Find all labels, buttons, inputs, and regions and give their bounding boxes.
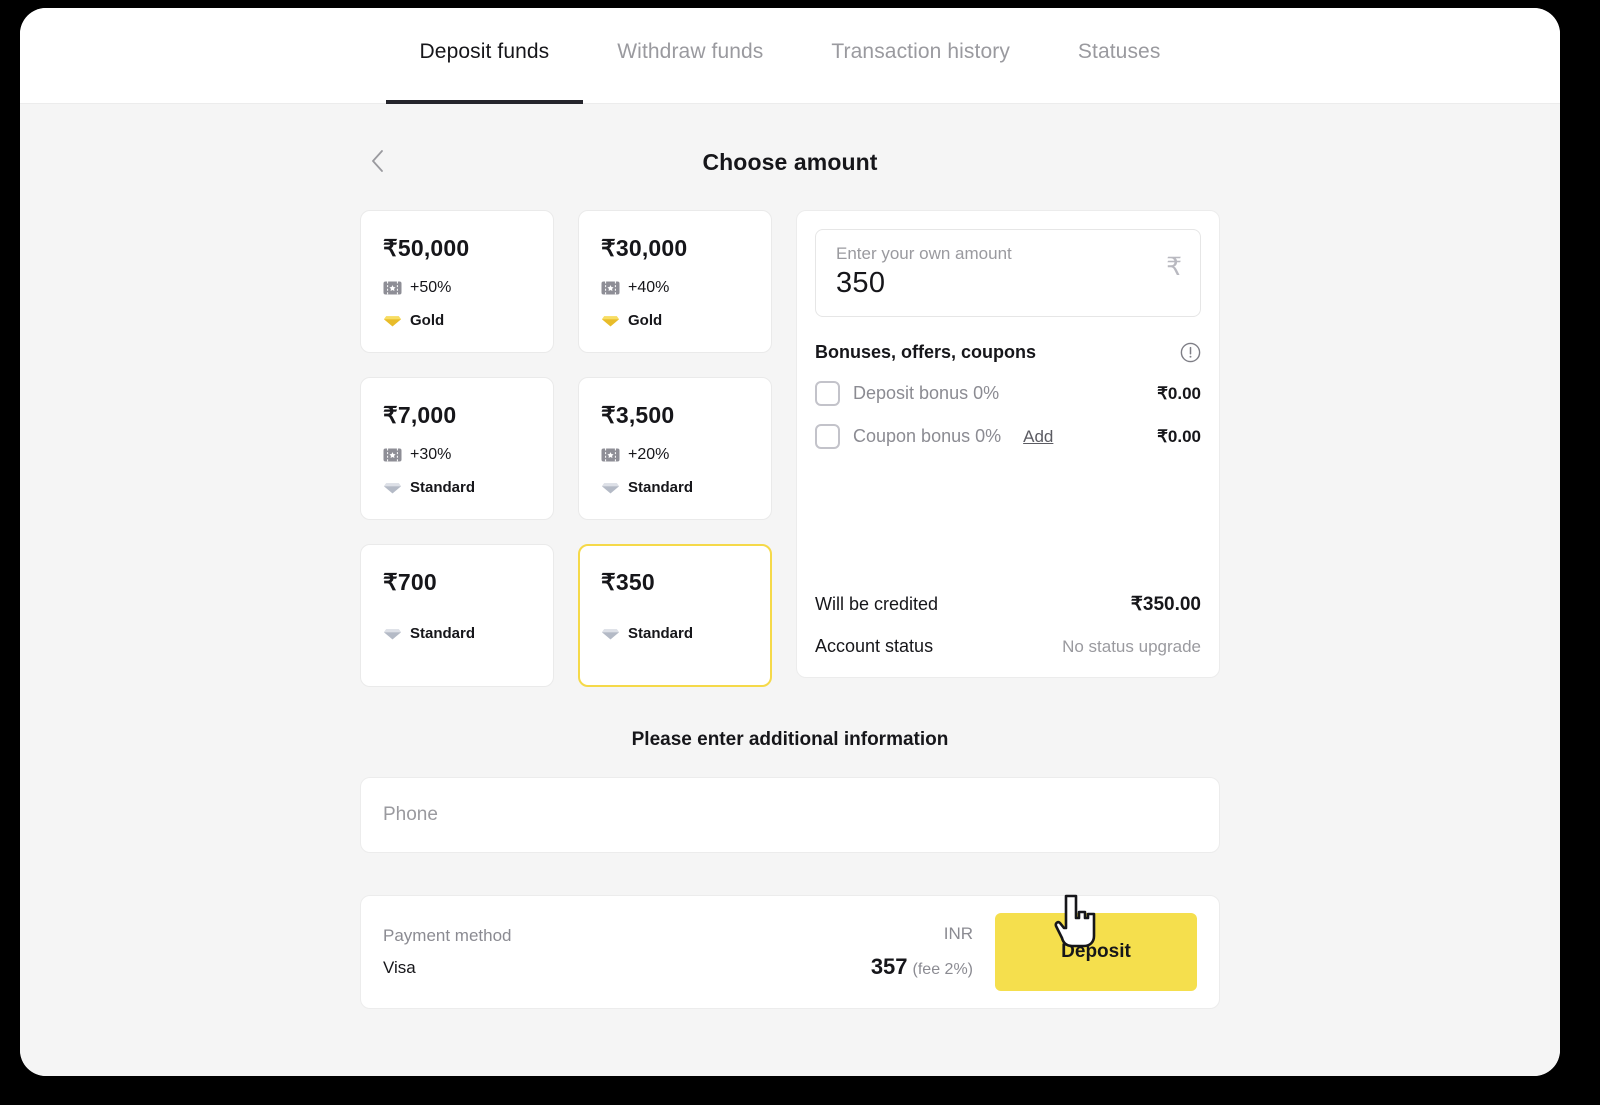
amount-tier-text: Standard [410,625,476,642]
tab-label: Statuses [1077,40,1161,63]
account-status-label: Account status [815,636,934,656]
amount-bonus-row: +20% [601,446,749,464]
ticket-icon [383,281,402,295]
amount-value: ₹30,000 [601,235,688,261]
exclamation-circle-icon[interactable] [1180,342,1201,363]
amount-tier-row: Gold [601,312,749,329]
credited-row: Will be credited ₹350.00 [815,593,1201,616]
deposit-bonus-amount: ₹0.00 [1157,383,1201,403]
additional-info-title: Please enter additional information [631,729,949,750]
amount-value: ₹3,500 [601,402,675,428]
amount-bonus-text: +30% [410,446,452,463]
amount-card[interactable]: ₹7,000 +30% Standard [360,377,554,520]
amount-tier-row: Standard [383,625,531,642]
coupon-bonus-amount: ₹0.00 [1157,426,1201,446]
gem-gold-icon [601,314,620,328]
amount-value: ₹50,000 [383,235,470,261]
tab-statuses[interactable]: Statuses [1044,8,1195,104]
payment-amount-block: INR 357 (fee 2%) [871,924,995,980]
tab-label: Transaction history [831,40,1010,63]
coupon-bonus-label: Coupon bonus 0% [853,426,1002,446]
bonus-row-deposit: Deposit bonus 0% ₹0.00 [815,381,1201,406]
amount-bonus-text: +40% [628,279,670,296]
amount-bonus-row: +50% [383,279,531,297]
amount-tier-row: Standard [383,479,531,496]
amount-value: ₹700 [383,569,437,595]
account-status-value: No status upgrade [1062,636,1201,656]
gem-standard-icon [601,627,620,641]
tab-withdraw-funds[interactable]: Withdraw funds [583,8,797,104]
payment-total: 357 (fee 2%) [871,954,973,980]
amount-value: ₹350 [601,569,655,595]
payment-bar: Payment method Visa INR 357 (fee 2%) Dep… [360,895,1220,1009]
back-button[interactable] [360,142,394,180]
page-title: Choose amount [702,148,878,175]
amount-tier-text: Standard [628,479,694,496]
summary-spacer [815,449,1201,583]
amount-tier-text: Gold [628,312,663,329]
custom-amount-label: Enter your own amount [836,244,1012,263]
summary-panel: Enter your own amount 350 ₹ Bonuses, off… [796,210,1220,678]
payment-method-label: Payment method [383,926,512,945]
chevron-left-icon [372,150,383,172]
tab-label: Deposit funds [419,40,550,63]
gem-standard-icon [383,481,402,495]
amount-value: ₹7,000 [383,402,457,428]
bonuses-header: Bonuses, offers, coupons [815,342,1201,363]
payment-amount: 357 [870,954,908,979]
amount-tier-row: Gold [383,312,531,329]
account-status-row: Account status No status upgrade [815,636,1201,657]
amount-card[interactable]: ₹30,000 +40% Gold [578,210,772,353]
gem-standard-icon [383,627,402,641]
coupon-bonus-checkbox[interactable] [815,424,840,449]
amount-card-grid: ₹50,000 +50% Gold ₹30 [360,210,772,687]
ticket-icon [601,448,620,462]
amount-card[interactable]: ₹50,000 +50% Gold [360,210,554,353]
tab-transaction-history[interactable]: Transaction history [797,8,1044,104]
custom-amount-value: 350 [836,267,886,299]
credited-value: ₹350.00 [1130,594,1201,615]
amount-tier-text: Standard [628,625,694,642]
payment-currency: INR [943,924,973,943]
deposit-button[interactable]: Deposit [995,913,1197,991]
coupon-add-link[interactable]: Add [1023,426,1054,446]
amount-tier-text: Gold [410,312,445,329]
app-window: Deposit funds Withdraw funds Transaction… [20,8,1560,1076]
main-content: ₹50,000 +50% Gold ₹30 [360,210,1220,687]
page-body: Choose amount ₹50,000 +50% [20,104,1560,1076]
amount-tier-text: Standard [410,479,476,496]
phone-placeholder: Phone [383,804,438,825]
payment-method-value: Visa [383,958,416,977]
tab-bar: Deposit funds Withdraw funds Transaction… [20,8,1560,104]
deposit-bonus-label: Deposit bonus 0% [853,383,1000,403]
bonus-row-coupon: Coupon bonus 0% Add ₹0.00 [815,424,1201,449]
amount-card[interactable]: ₹700 Standard [360,544,554,687]
gem-standard-icon [601,481,620,495]
rupee-symbol-icon: ₹ [1166,253,1182,281]
amount-tier-row: Standard [601,479,749,496]
bonuses-title: Bonuses, offers, coupons [815,342,1037,362]
page-header: Choose amount [360,140,1220,184]
deposit-bonus-checkbox[interactable] [815,381,840,406]
credited-label: Will be credited [815,594,939,614]
phone-input[interactable]: Phone [360,777,1220,853]
gem-gold-icon [383,314,402,328]
ticket-icon [601,281,620,295]
tab-label: Withdraw funds [617,40,764,63]
amount-bonus-row: +30% [383,446,531,464]
payment-method-block[interactable]: Payment method Visa [383,926,512,978]
ticket-icon [383,448,402,462]
amount-bonus-text: +20% [628,446,670,463]
amount-card[interactable]: ₹3,500 +20% Standard [578,377,772,520]
custom-amount-field[interactable]: Enter your own amount 350 ₹ [815,229,1201,317]
amount-card-selected[interactable]: ₹350 Standard [578,544,772,687]
amount-bonus-row: +40% [601,279,749,297]
amount-bonus-text: +50% [410,279,452,296]
amount-tier-row: Standard [601,625,749,642]
payment-fee: (fee 2%) [912,961,973,978]
tab-deposit-funds[interactable]: Deposit funds [385,8,584,104]
